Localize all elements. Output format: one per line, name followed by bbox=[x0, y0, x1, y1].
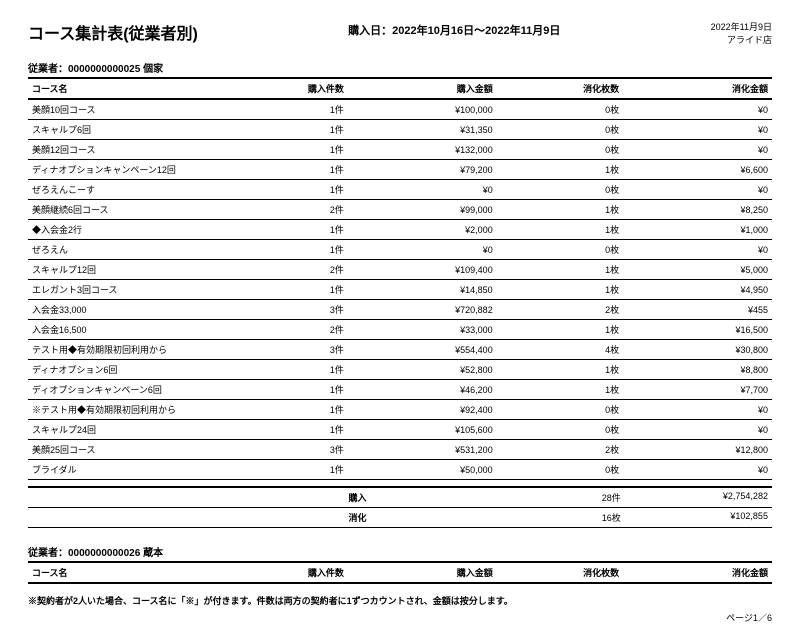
employee-label: 従業者：0000000000026 蔵本 bbox=[28, 544, 772, 559]
column-header: 購入件数 bbox=[236, 78, 348, 99]
column-header: 消化枚数 bbox=[497, 562, 623, 583]
table-row: 美顔12回コース1件¥132,0000枚¥0 bbox=[28, 140, 772, 160]
column-header: 購入件数 bbox=[236, 562, 348, 583]
table-row: スキャルプ24回1件¥105,6000枚¥0 bbox=[28, 420, 772, 440]
totals-block: 購入28件¥2,754,282 消化16枚¥102,855 bbox=[28, 486, 772, 528]
course-table: コース名購入件数購入金額消化枚数消化金額美顔10回コース1件¥100,0000枚… bbox=[28, 77, 772, 480]
footnote: ※契約者が2人いた場合、コース名に「※」が付きます。件数は両方の契約者に1ずつカ… bbox=[28, 594, 772, 607]
column-header: 購入金額 bbox=[348, 78, 497, 99]
report-title: コース集計表(従業者別) bbox=[28, 20, 198, 44]
date-range: 購入日：2022年10月16日～2022年11月9日 bbox=[348, 22, 560, 38]
total-purchase-label: 購入 bbox=[348, 491, 495, 504]
employee-label: 従業者：0000000000025 個家 bbox=[28, 60, 772, 75]
table-row: ディナオプション6回1件¥52,8001枚¥8,800 bbox=[28, 360, 772, 380]
table-row: ブライダル1件¥50,0000枚¥0 bbox=[28, 460, 772, 480]
table-row: ディオプションキャンペーン6回1件¥46,2001枚¥7,700 bbox=[28, 380, 772, 400]
total-used-count: 16枚 bbox=[496, 511, 621, 524]
store-name: アライド店 bbox=[711, 33, 772, 46]
header-right: 2022年11月9日 アライド店 bbox=[711, 20, 772, 46]
total-used-label: 消化 bbox=[348, 511, 495, 524]
table-row: ぜろえんこーす1件¥00枚¥0 bbox=[28, 180, 772, 200]
table-row: ディナオプションキャンペーン12回1件¥79,2001枚¥6,600 bbox=[28, 160, 772, 180]
table-row: 入会金16,5002件¥33,0001枚¥16,500 bbox=[28, 320, 772, 340]
column-header: コース名 bbox=[28, 562, 236, 583]
column-header: 消化金額 bbox=[623, 78, 772, 99]
table-row: 入会金33,0003件¥720,8822枚¥455 bbox=[28, 300, 772, 320]
total-purchase-count: 28件 bbox=[496, 491, 621, 504]
course-table: コース名購入件数購入金額消化枚数消化金額 bbox=[28, 561, 772, 584]
total-used-amount: ¥102,855 bbox=[621, 511, 768, 524]
table-row: ※テスト用◆有効期限初回利用から1件¥92,4000枚¥0 bbox=[28, 400, 772, 420]
column-header: 消化枚数 bbox=[497, 78, 623, 99]
page-number: ページ1／6 bbox=[28, 611, 772, 624]
total-purchase-amount: ¥2,754,282 bbox=[621, 491, 768, 504]
report-date: 2022年11月9日 bbox=[711, 20, 772, 33]
table-row: スキャルプ12回2件¥109,4001枚¥5,000 bbox=[28, 260, 772, 280]
column-header: 購入金額 bbox=[348, 562, 497, 583]
table-row: ◆入会金2行1件¥2,0001枚¥1,000 bbox=[28, 220, 772, 240]
column-header: 消化金額 bbox=[623, 562, 772, 583]
table-row: 美顔25回コース3件¥531,2002枚¥12,800 bbox=[28, 440, 772, 460]
table-row: ぜろえん1件¥00枚¥0 bbox=[28, 240, 772, 260]
report-header: コース集計表(従業者別) 購入日：2022年10月16日～2022年11月9日 … bbox=[28, 20, 772, 46]
table-row: エレガント3回コース1件¥14,8501枚¥4,950 bbox=[28, 280, 772, 300]
column-header: コース名 bbox=[28, 78, 236, 99]
table-row: 美顔10回コース1件¥100,0000枚¥0 bbox=[28, 99, 772, 120]
table-row: テスト用◆有効期限初回利用から3件¥554,4004枚¥30,800 bbox=[28, 340, 772, 360]
table-row: 美顔継続6回コース2件¥99,0001枚¥8,250 bbox=[28, 200, 772, 220]
table-row: スキャルプ6回1件¥31,3500枚¥0 bbox=[28, 120, 772, 140]
